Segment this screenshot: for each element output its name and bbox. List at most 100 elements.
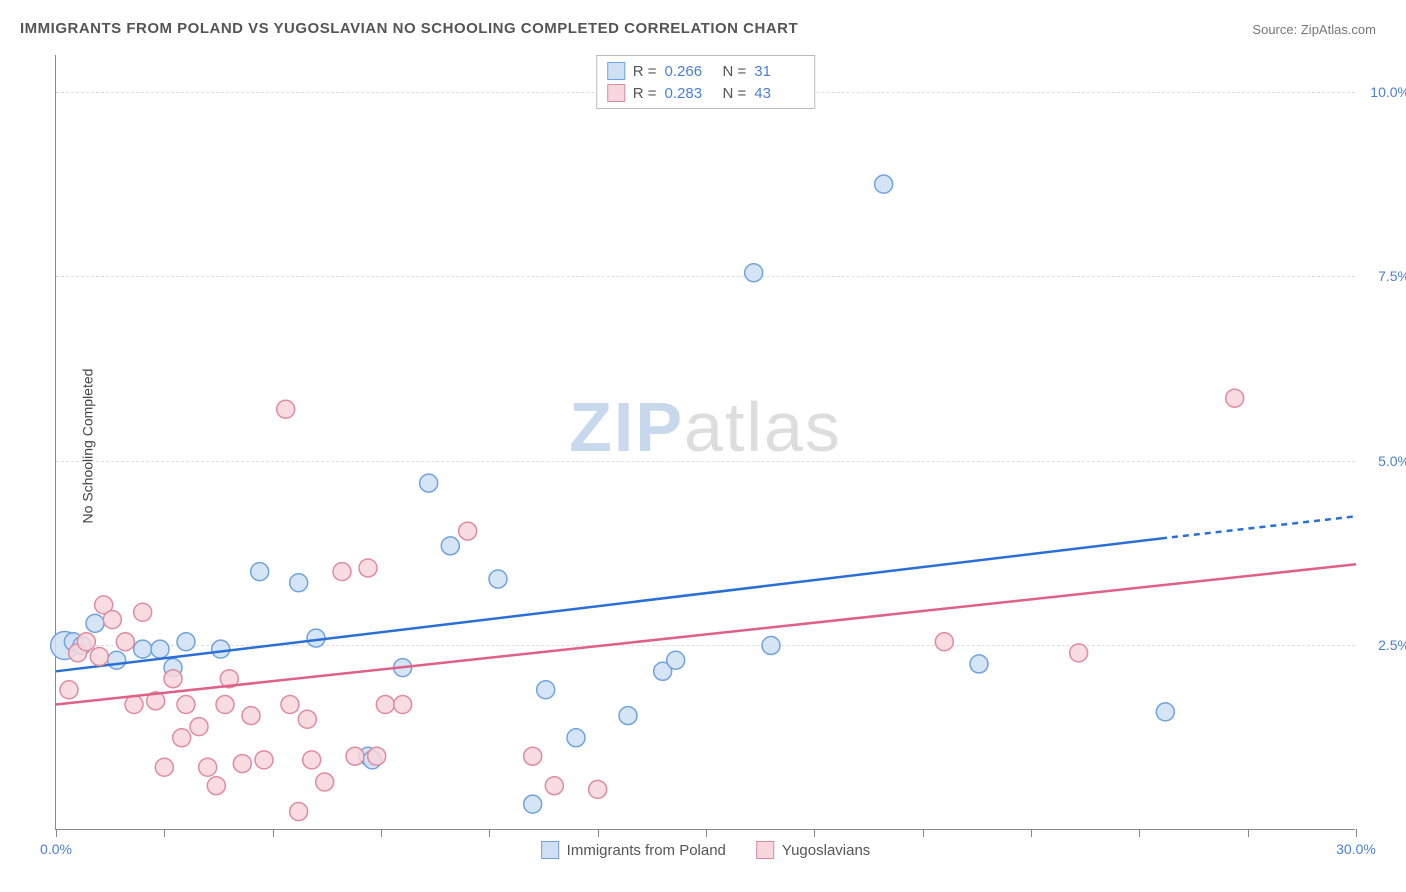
data-point-yugoslavia — [459, 522, 477, 540]
x-tick — [273, 829, 274, 837]
data-point-yugoslavia — [216, 696, 234, 714]
data-point-yugoslavia — [242, 707, 260, 725]
x-tick — [1248, 829, 1249, 837]
correlation-legend: R = 0.266 N = 31 R = 0.283 N = 43 — [596, 55, 816, 109]
data-point-yugoslavia — [177, 696, 195, 714]
n-label: N = — [723, 85, 747, 102]
trend-line-dashed-poland — [1161, 516, 1356, 538]
n-value-yugoslavia: 43 — [754, 85, 804, 102]
data-point-yugoslavia — [233, 755, 251, 773]
data-point-poland — [667, 651, 685, 669]
chart-title: IMMIGRANTS FROM POLAND VS YUGOSLAVIAN NO… — [20, 20, 798, 37]
data-point-yugoslavia — [116, 633, 134, 651]
data-point-poland — [745, 264, 763, 282]
x-tick — [1139, 829, 1140, 837]
data-point-yugoslavia — [190, 718, 208, 736]
data-point-yugoslavia — [90, 648, 108, 666]
legend-item-yugoslavia: Yugoslavians — [756, 841, 870, 859]
data-point-yugoslavia — [277, 400, 295, 418]
data-point-yugoslavia — [359, 559, 377, 577]
data-point-yugoslavia — [524, 747, 542, 765]
data-point-yugoslavia — [333, 563, 351, 581]
data-point-poland — [567, 729, 585, 747]
data-point-yugoslavia — [589, 780, 607, 798]
data-point-yugoslavia — [298, 710, 316, 728]
data-point-yugoslavia — [255, 751, 273, 769]
data-point-yugoslavia — [935, 633, 953, 651]
data-point-yugoslavia — [1226, 389, 1244, 407]
data-point-yugoslavia — [134, 603, 152, 621]
series-legend: Immigrants from Poland Yugoslavians — [541, 841, 871, 859]
data-point-poland — [524, 795, 542, 813]
x-tick-label: 0.0% — [40, 841, 72, 857]
data-point-poland — [212, 640, 230, 658]
data-point-yugoslavia — [103, 611, 121, 629]
data-point-yugoslavia — [290, 803, 308, 821]
data-point-poland — [86, 614, 104, 632]
y-tick-label: 2.5% — [1378, 637, 1406, 653]
x-tick — [381, 829, 382, 837]
r-value-yugoslavia: 0.283 — [665, 85, 715, 102]
legend-swatch-poland — [607, 62, 625, 80]
source-attribution: Source: ZipAtlas.com — [1252, 22, 1376, 37]
data-point-poland — [762, 636, 780, 654]
data-point-yugoslavia — [376, 696, 394, 714]
data-point-yugoslavia — [368, 747, 386, 765]
data-point-yugoslavia — [303, 751, 321, 769]
data-point-poland — [537, 681, 555, 699]
data-point-yugoslavia — [60, 681, 78, 699]
data-point-poland — [1156, 703, 1174, 721]
data-point-poland — [441, 537, 459, 555]
x-tick — [56, 829, 57, 837]
data-point-yugoslavia — [207, 777, 225, 795]
data-point-yugoslavia — [394, 696, 412, 714]
data-point-yugoslavia — [199, 758, 217, 776]
r-label: R = — [633, 63, 657, 80]
y-tick-label: 10.0% — [1370, 84, 1406, 100]
n-label: N = — [723, 63, 747, 80]
x-tick — [164, 829, 165, 837]
legend-swatch-poland — [541, 841, 559, 859]
legend-row-yugoslavia: R = 0.283 N = 43 — [607, 82, 805, 104]
data-point-yugoslavia — [77, 633, 95, 651]
data-point-poland — [151, 640, 169, 658]
data-point-poland — [420, 474, 438, 492]
trend-line-poland — [56, 538, 1161, 671]
data-point-poland — [290, 574, 308, 592]
data-point-poland — [970, 655, 988, 673]
data-point-yugoslavia — [281, 696, 299, 714]
legend-label-yugoslavia: Yugoslavians — [782, 842, 870, 859]
data-point-poland — [489, 570, 507, 588]
x-tick-label: 30.0% — [1336, 841, 1376, 857]
r-value-poland: 0.266 — [665, 63, 715, 80]
data-point-yugoslavia — [164, 670, 182, 688]
x-tick — [1031, 829, 1032, 837]
data-point-poland — [875, 175, 893, 193]
x-tick — [706, 829, 707, 837]
data-point-yugoslavia — [155, 758, 173, 776]
x-tick — [1356, 829, 1357, 837]
r-label: R = — [633, 85, 657, 102]
data-point-poland — [134, 640, 152, 658]
data-point-yugoslavia — [1070, 644, 1088, 662]
source-label: Source: — [1252, 22, 1297, 37]
data-point-yugoslavia — [316, 773, 334, 791]
y-tick-label: 5.0% — [1378, 453, 1406, 469]
x-tick — [489, 829, 490, 837]
trend-line-yugoslavia — [56, 564, 1356, 704]
plot-area: 2.5%5.0%7.5%10.0% ZIPatlas R = 0.266 N =… — [55, 55, 1355, 830]
x-tick — [598, 829, 599, 837]
legend-swatch-yugoslavia — [607, 84, 625, 102]
x-tick — [923, 829, 924, 837]
y-tick-label: 7.5% — [1378, 268, 1406, 284]
source-name: ZipAtlas.com — [1301, 22, 1376, 37]
data-point-poland — [251, 563, 269, 581]
n-value-poland: 31 — [754, 63, 804, 80]
legend-row-poland: R = 0.266 N = 31 — [607, 60, 805, 82]
data-point-poland — [177, 633, 195, 651]
scatter-chart — [56, 55, 1355, 829]
legend-swatch-yugoslavia — [756, 841, 774, 859]
data-point-yugoslavia — [173, 729, 191, 747]
data-point-poland — [108, 651, 126, 669]
data-point-poland — [619, 707, 637, 725]
